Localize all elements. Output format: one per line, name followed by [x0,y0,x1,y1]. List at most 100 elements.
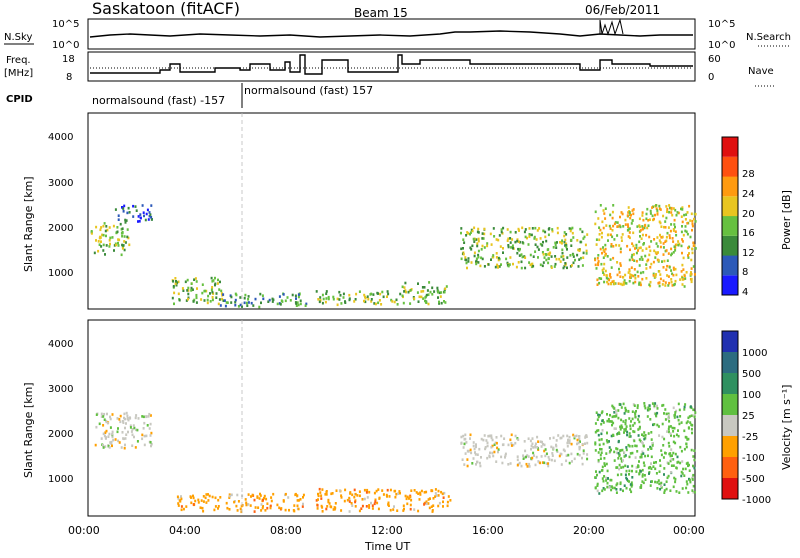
velocity-cell [471,462,474,465]
velocity-cell [665,487,668,491]
power-cell [367,297,370,301]
power-cell [646,226,649,230]
velocity-cell [685,421,688,425]
power-cell [667,284,670,287]
velocity-cell [486,444,489,448]
velocity-cell [284,492,287,496]
velocity-cell [619,403,622,406]
velocity-cell [688,415,691,418]
velocity-cell [601,419,604,423]
power-cell [98,243,101,246]
velocity-cell [660,486,663,489]
power-cell [551,228,554,231]
power-cell [561,248,564,252]
power-cell [518,254,521,257]
power-cell [425,293,428,297]
power-cell [677,243,680,247]
velocity-cell [520,464,523,468]
velocity-cell [602,442,605,446]
velocity-cell [637,464,640,467]
velocity-cell [501,461,504,465]
velocity-cell [674,411,677,414]
velocity-cell [264,509,267,512]
power-cell [511,238,514,241]
power-cell [245,301,248,305]
power-cell [595,267,598,270]
power-cell [477,253,480,257]
power-colorbar: 28 24 20 16 12 8 4 Power [dB] [721,136,793,298]
power-cell [516,239,519,243]
velocity-cell [644,434,647,437]
velocity-cell [624,409,627,413]
velocity-cell [677,434,680,438]
velocity-cell [690,427,693,431]
velocity-colorbar-swatch [722,373,738,394]
power-cell [547,228,550,231]
power-cell [599,228,602,232]
velocity-cell [664,418,667,421]
velocity-cell [639,455,642,459]
power-cell [177,292,180,296]
power-cell [626,223,629,226]
power-cell [632,212,635,216]
power-cell [532,264,535,268]
velocity-cell [287,496,290,499]
power-cell [492,255,495,259]
velocity-cell [296,499,299,502]
velocity-cell [550,458,553,462]
power-cell [440,301,443,305]
power-cell [420,290,423,293]
velocity-cell [597,433,600,437]
power-cell [187,289,190,292]
power-cell [393,300,396,304]
velocity-cell [317,494,320,498]
power-cell [674,249,677,252]
power-cell [377,301,380,305]
velocity-cell [659,459,661,462]
power-cell [690,271,692,274]
power-cell [569,254,572,257]
velocity-cell [354,492,357,496]
velocity-cell [666,476,669,480]
power-cell [681,283,684,286]
power-cell [483,227,486,231]
power-cell [218,298,221,301]
velocity-cell [687,491,690,494]
velocity-cell [617,416,620,420]
power-cell [203,289,206,293]
power-cell [121,231,124,234]
velocity-cell [673,426,676,430]
velocity-cell [534,463,537,467]
velocity-cell [205,501,208,504]
power-cell [608,274,611,277]
power-cell [666,259,669,262]
velocity-cell [512,443,515,447]
velocity-cell [122,437,125,440]
power-cell [112,224,115,228]
power-cell [113,244,116,247]
power-cell [633,259,636,262]
power-cell [203,299,206,302]
power-cell [597,260,600,263]
power-cell [632,208,635,211]
velocity-cell [595,411,598,414]
velocity-cell [361,504,364,508]
power-cell [187,286,190,290]
power-cell [524,235,527,239]
power-cell [554,241,557,245]
power-cell [147,218,150,221]
power-cell [247,295,250,298]
power-cell [664,226,667,229]
power-cell [514,240,517,244]
velocity-cell [378,496,381,500]
velocity-cell [95,425,98,429]
velocity-cell [356,494,359,497]
power-colorbar-frame [721,136,739,296]
power-cell [150,216,153,219]
power-cell [215,296,218,299]
power-cell [437,290,440,293]
power-cell [372,293,375,296]
power-cell [690,277,693,281]
power-cell [641,211,644,214]
velocity-cell [623,412,626,415]
